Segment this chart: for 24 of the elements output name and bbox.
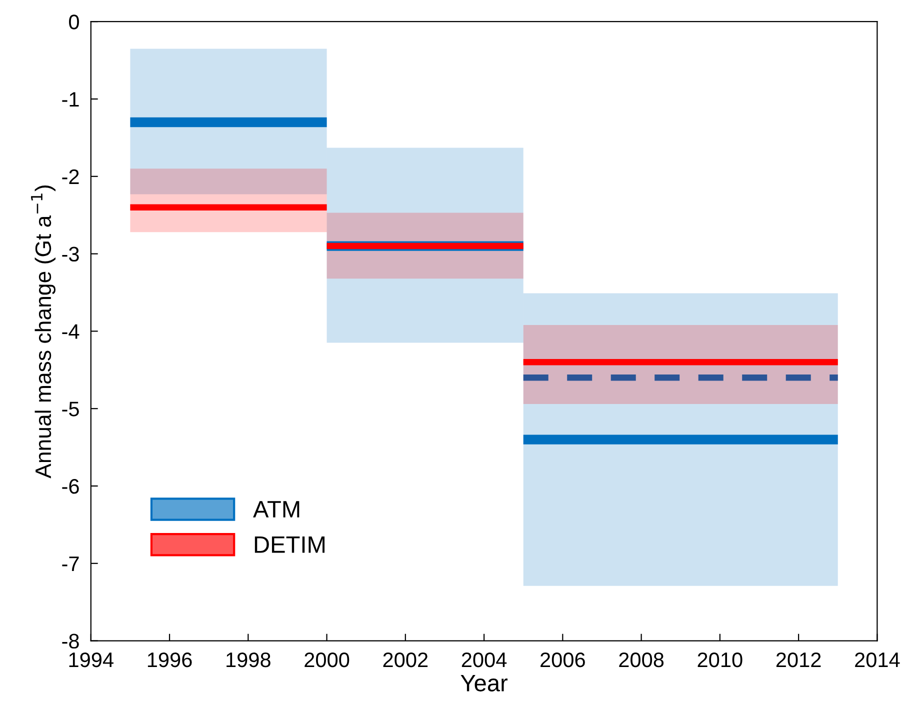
y-axis-title: Annual mass change (Gt a$^{−1}$) [31,186,56,478]
x-tick-label: 2012 [776,652,821,668]
y-tick-label: -7 [62,556,79,571]
y-tick-label: -1 [62,92,79,107]
y-tick-label: -5 [62,402,79,416]
legend-label: ATM [253,501,300,518]
y-tick-label: -6 [62,479,79,494]
x-tick-label: 1998 [226,652,270,668]
y-tick-label: 0 [69,14,79,30]
y-tick-label: -8 [62,634,79,649]
x-tick-label: 2010 [698,652,742,668]
y-tick-label: -4 [62,324,80,339]
legend-label: DETIM [254,536,325,553]
y-tick-label: -2 [62,169,79,184]
x-tick-label: 2002 [383,652,428,668]
x-axis-title: Year [460,674,508,692]
x-tick-label: 2000 [304,652,350,668]
x-tick-label: 1996 [148,652,192,668]
x-tick-label: 2004 [462,652,507,668]
x-tick-label: 2006 [540,652,585,668]
x-tick-label: 2014 [855,652,900,668]
y-tick-label: -3 [62,246,79,262]
x-tick-label: 1994 [69,652,114,668]
x-tick-label: 2008 [619,652,664,668]
